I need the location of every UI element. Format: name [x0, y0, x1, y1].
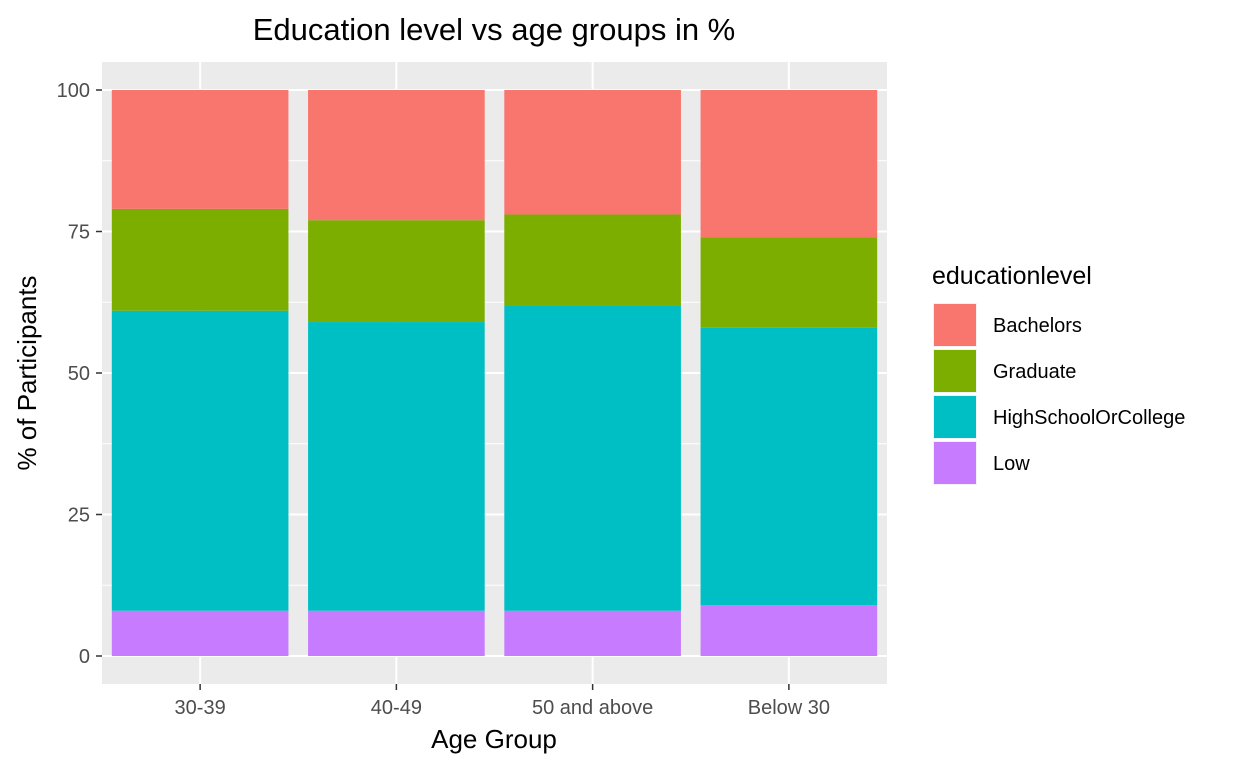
- bar-segment: [504, 214, 681, 306]
- x-tick-label: 30-39: [175, 697, 226, 719]
- bar-segment: [700, 237, 878, 328]
- bar-segment: [308, 90, 485, 221]
- legend: educationlevel Bachelors Graduate HighScho…: [932, 262, 1185, 485]
- bar-segment: [504, 610, 681, 656]
- legend-swatch: [934, 442, 976, 484]
- y-tick-label: 100: [57, 80, 90, 102]
- bar-segment: [111, 610, 289, 656]
- chart-title: Education level vs age groups in %: [253, 12, 736, 47]
- bar-segment: [700, 605, 878, 656]
- y-tick-label: 0: [79, 646, 90, 668]
- y-tick-label: 75: [68, 222, 90, 244]
- x-tick-label: 40-49: [371, 697, 422, 719]
- bar-segment: [111, 310, 289, 611]
- y-tick-label: 25: [68, 505, 90, 527]
- bar-segment: [308, 322, 485, 611]
- legend-label: HighSchoolOrCollege: [993, 407, 1185, 429]
- legend-swatch: [934, 350, 976, 392]
- bar-segment: [504, 90, 681, 215]
- y-axis-title: % of Participants: [12, 275, 42, 470]
- legend-label: Bachelors: [993, 315, 1082, 337]
- legend-label: Graduate: [993, 361, 1076, 383]
- y-tick-label: 50: [68, 363, 90, 385]
- bar-segment: [308, 610, 485, 656]
- bar-segment: [700, 327, 878, 606]
- legend-swatch: [934, 396, 976, 438]
- x-tick-label: 50 and above: [532, 697, 653, 719]
- x-tick-label: Below 30: [748, 697, 830, 719]
- bar-segment: [111, 208, 289, 311]
- bar-segment: [111, 90, 289, 209]
- legend-swatch: [934, 304, 976, 346]
- bar-segment: [504, 305, 681, 611]
- legend-title: educationlevel: [932, 262, 1092, 290]
- plot-area: 0 25 50 75 100 30-39 40-49 50 and above Below 30: [57, 62, 887, 719]
- x-axis-title: Age Group: [431, 724, 557, 754]
- bar-segment: [308, 220, 485, 323]
- legend-label: Low: [993, 453, 1030, 475]
- bar-segment: [700, 90, 878, 238]
